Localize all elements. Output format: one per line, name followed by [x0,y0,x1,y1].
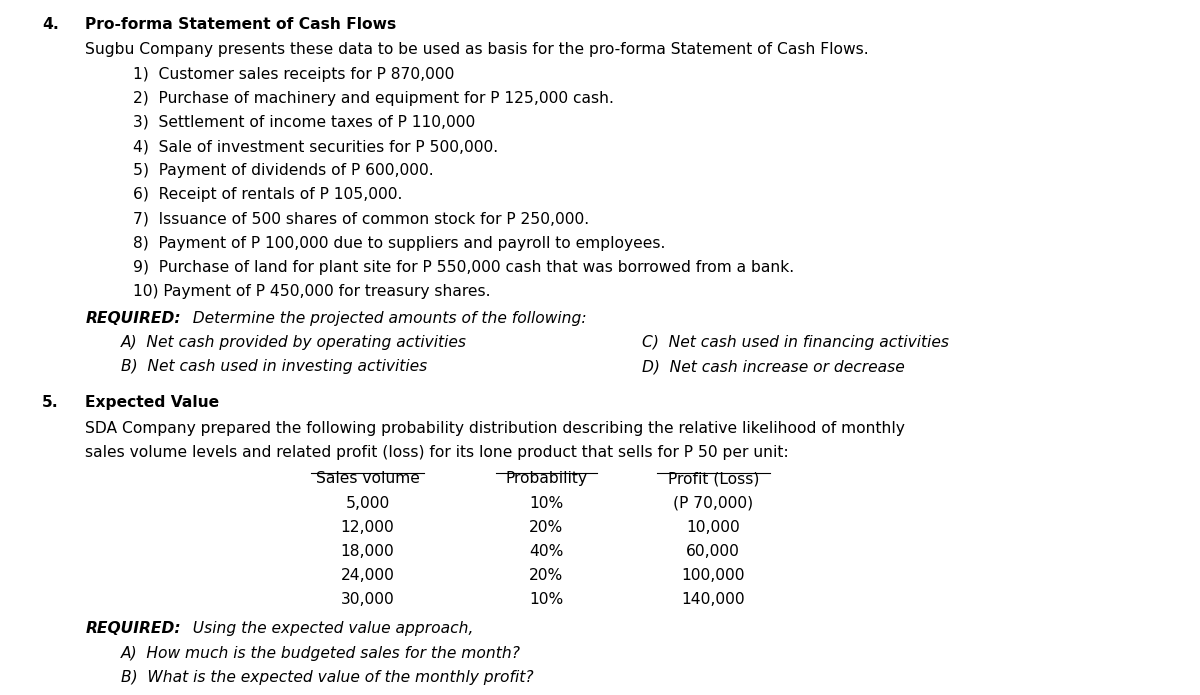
Text: Pro-forma Statement of Cash Flows: Pro-forma Statement of Cash Flows [85,17,396,32]
Text: 18,000: 18,000 [341,544,395,559]
Text: 20%: 20% [529,569,564,583]
Text: C)  Net cash used in financing activities: C) Net cash used in financing activities [642,335,949,350]
Text: 10,000: 10,000 [686,520,740,535]
Text: Expected Value: Expected Value [85,395,220,410]
Text: 3)  Settlement of income taxes of P 110,000: 3) Settlement of income taxes of P 110,0… [133,115,475,130]
Text: 5,000: 5,000 [346,496,390,511]
Text: SDA Company prepared the following probability distribution describing the relat: SDA Company prepared the following proba… [85,420,905,436]
Text: 10) Payment of P 450,000 for treasury shares.: 10) Payment of P 450,000 for treasury sh… [133,284,491,299]
Text: 140,000: 140,000 [682,592,745,607]
Text: 100,000: 100,000 [682,569,745,583]
Text: 24,000: 24,000 [341,569,395,583]
Text: 12,000: 12,000 [341,520,395,535]
Text: 8)  Payment of P 100,000 due to suppliers and payroll to employees.: 8) Payment of P 100,000 due to suppliers… [133,236,665,251]
Text: Sales volume: Sales volume [316,471,420,486]
Text: 4)  Sale of investment securities for P 500,000.: 4) Sale of investment securities for P 5… [133,139,498,154]
Text: REQUIRED:: REQUIRED: [85,621,181,637]
Text: 1)  Customer sales receipts for P 870,000: 1) Customer sales receipts for P 870,000 [133,67,455,81]
Text: Using the expected value approach,: Using the expected value approach, [182,621,473,637]
Text: 5.: 5. [42,395,59,410]
Text: 10%: 10% [529,592,564,607]
Text: 20%: 20% [529,520,564,535]
Text: A)  Net cash provided by operating activities: A) Net cash provided by operating activi… [121,335,467,350]
Text: (P 70,000): (P 70,000) [673,496,754,511]
Text: 60,000: 60,000 [686,544,740,559]
Text: 10%: 10% [529,496,564,511]
Text: 30,000: 30,000 [341,592,395,607]
Text: sales volume levels and related profit (loss) for its lone product that sells fo: sales volume levels and related profit (… [85,445,788,460]
Text: 4.: 4. [42,17,59,32]
Text: A)  How much is the budgeted sales for the month?: A) How much is the budgeted sales for th… [121,646,521,660]
Text: Probability: Probability [505,471,587,486]
Text: B)  What is the expected value of the monthly profit?: B) What is the expected value of the mon… [121,670,534,685]
Text: Sugbu Company presents these data to be used as basis for the pro-forma Statemen: Sugbu Company presents these data to be … [85,42,869,58]
Text: 5)  Payment of dividends of P 600,000.: 5) Payment of dividends of P 600,000. [133,163,433,179]
Text: 6)  Receipt of rentals of P 105,000.: 6) Receipt of rentals of P 105,000. [133,188,402,202]
Text: 2)  Purchase of machinery and equipment for P 125,000 cash.: 2) Purchase of machinery and equipment f… [133,91,613,106]
Text: 7)  Issuance of 500 shares of common stock for P 250,000.: 7) Issuance of 500 shares of common stoc… [133,211,589,227]
Text: 9)  Purchase of land for plant site for P 550,000 cash that was borrowed from a : 9) Purchase of land for plant site for P… [133,260,794,275]
Text: 40%: 40% [529,544,564,559]
Text: B)  Net cash used in investing activities: B) Net cash used in investing activities [121,359,427,374]
Text: Determine the projected amounts of the following:: Determine the projected amounts of the f… [182,311,587,326]
Text: D)  Net cash increase or decrease: D) Net cash increase or decrease [642,359,905,374]
Text: REQUIRED:: REQUIRED: [85,311,181,326]
Text: Profit (Loss): Profit (Loss) [667,471,758,486]
